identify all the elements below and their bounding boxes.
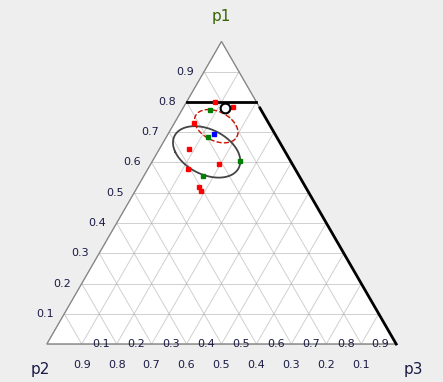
Text: 0.6: 0.6: [267, 339, 284, 349]
Text: 0.2: 0.2: [318, 360, 335, 370]
Text: 0.1: 0.1: [353, 360, 370, 370]
Text: 0.2: 0.2: [127, 339, 145, 349]
Text: p1: p1: [212, 9, 231, 24]
Text: 0.8: 0.8: [158, 97, 176, 107]
Text: 0.9: 0.9: [372, 339, 389, 349]
Text: 0.7: 0.7: [302, 339, 319, 349]
Text: 0.9: 0.9: [73, 360, 91, 370]
Text: 0.4: 0.4: [197, 339, 215, 349]
Text: p3: p3: [404, 361, 424, 377]
Text: 0.4: 0.4: [89, 218, 106, 228]
Polygon shape: [47, 42, 396, 344]
Text: 0.1: 0.1: [36, 309, 54, 319]
Text: 0.5: 0.5: [213, 360, 230, 370]
Text: 0.7: 0.7: [143, 360, 160, 370]
Text: 0.4: 0.4: [248, 360, 265, 370]
Text: 0.1: 0.1: [92, 339, 110, 349]
Text: 0.2: 0.2: [54, 278, 71, 288]
Text: 0.3: 0.3: [283, 360, 300, 370]
Text: 0.8: 0.8: [337, 339, 354, 349]
Text: 0.3: 0.3: [162, 339, 180, 349]
Text: 0.9: 0.9: [176, 67, 194, 77]
Text: 0.5: 0.5: [106, 188, 124, 198]
Text: 0.3: 0.3: [71, 248, 89, 258]
Text: 0.6: 0.6: [124, 157, 141, 167]
Text: 0.8: 0.8: [108, 360, 125, 370]
Text: 0.5: 0.5: [232, 339, 249, 349]
Text: p2: p2: [30, 361, 50, 377]
Text: 0.7: 0.7: [141, 127, 159, 137]
Text: 0.6: 0.6: [178, 360, 195, 370]
